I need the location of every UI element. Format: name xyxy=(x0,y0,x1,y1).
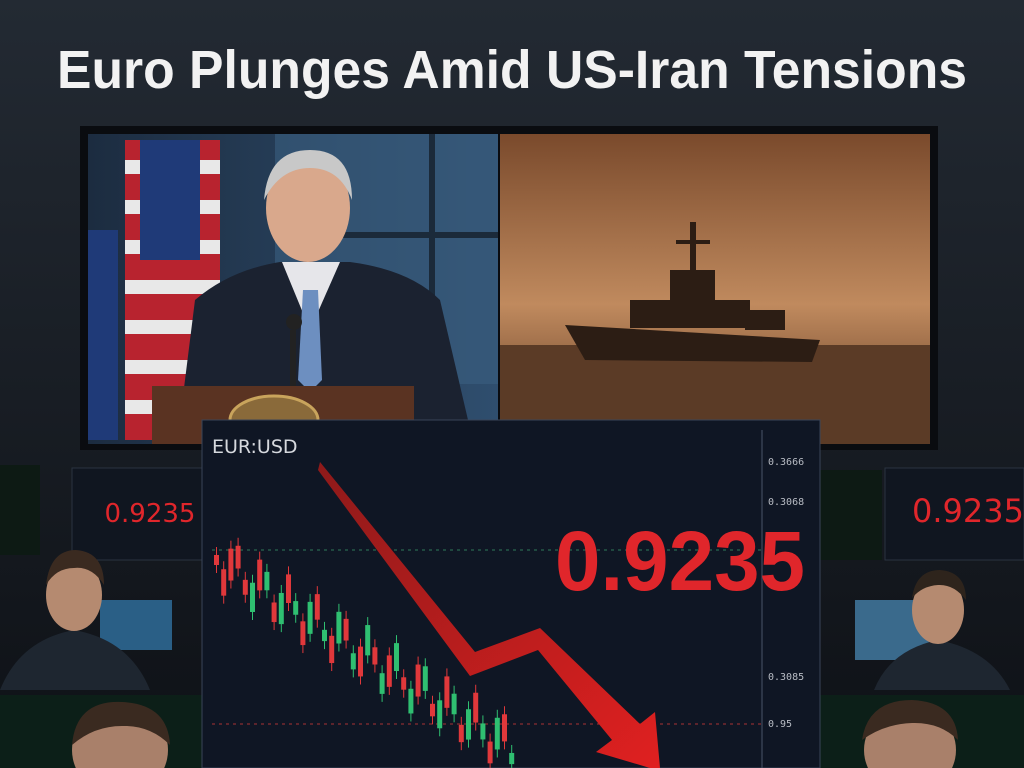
candle-body xyxy=(264,571,270,591)
monitor-rate: 0.9235 xyxy=(105,499,196,529)
warship xyxy=(565,222,820,362)
candle-body xyxy=(480,723,486,740)
candle-body xyxy=(242,579,248,595)
pair-label: EUR:USD xyxy=(212,436,298,458)
candle-body xyxy=(487,741,493,764)
price-display: 0.9235 xyxy=(555,514,805,608)
candle-body xyxy=(221,569,227,596)
candle-body xyxy=(358,646,363,677)
candle-body xyxy=(466,709,471,740)
candle-body xyxy=(379,673,385,694)
monitor xyxy=(0,465,40,555)
candle-body xyxy=(271,602,277,623)
candle-body xyxy=(286,574,291,604)
candle-body xyxy=(502,714,507,742)
candle-body xyxy=(228,548,234,581)
candle-body xyxy=(293,601,299,615)
candle-body xyxy=(422,666,428,691)
monitor xyxy=(100,600,172,650)
candle-body xyxy=(437,700,443,729)
candle-body xyxy=(509,752,515,765)
candle-body xyxy=(350,653,356,670)
candle-body xyxy=(408,688,414,714)
candle-body xyxy=(386,655,392,687)
candle-body xyxy=(314,594,320,620)
candle-body xyxy=(401,677,407,690)
monitor xyxy=(820,470,882,560)
candle-body xyxy=(473,692,479,723)
candle-body xyxy=(336,611,342,644)
candle-body xyxy=(257,559,263,591)
candles xyxy=(214,537,515,768)
trend-arrow xyxy=(318,462,660,768)
axis-label: 0.95 xyxy=(768,719,792,730)
candle-body xyxy=(343,618,349,641)
axis-label: 0.3666 xyxy=(768,457,804,468)
candle-body xyxy=(372,647,378,665)
candle-body xyxy=(365,625,371,656)
axis-label: 0.3085 xyxy=(768,672,804,683)
candle-body xyxy=(451,693,457,715)
candle-body xyxy=(415,664,421,697)
candle-body xyxy=(329,635,335,664)
chart-panel xyxy=(201,419,821,768)
headline: Euro Plunges Amid US-Iran Tensions xyxy=(57,40,967,100)
candle-body xyxy=(235,545,241,569)
axis-label: 0.3068 xyxy=(768,497,804,508)
candle-body xyxy=(250,582,255,613)
candle-body xyxy=(394,643,399,672)
candle-body xyxy=(300,621,306,646)
candle-body xyxy=(307,601,313,634)
candle-body xyxy=(444,676,450,708)
candle-body xyxy=(430,703,435,717)
candle-body xyxy=(278,592,284,625)
speaker xyxy=(180,150,468,420)
monitor xyxy=(71,467,203,561)
price-axis-labels: 0.3666 0.3068 0.3085 0.95 xyxy=(768,457,804,730)
monitor xyxy=(884,467,1024,561)
candle-body xyxy=(214,555,219,565)
monitor-rate: 0.9235 xyxy=(912,492,1024,530)
traders xyxy=(0,550,1010,768)
candle-body xyxy=(494,717,500,750)
candle-body xyxy=(458,724,464,743)
candle-body xyxy=(322,629,327,642)
